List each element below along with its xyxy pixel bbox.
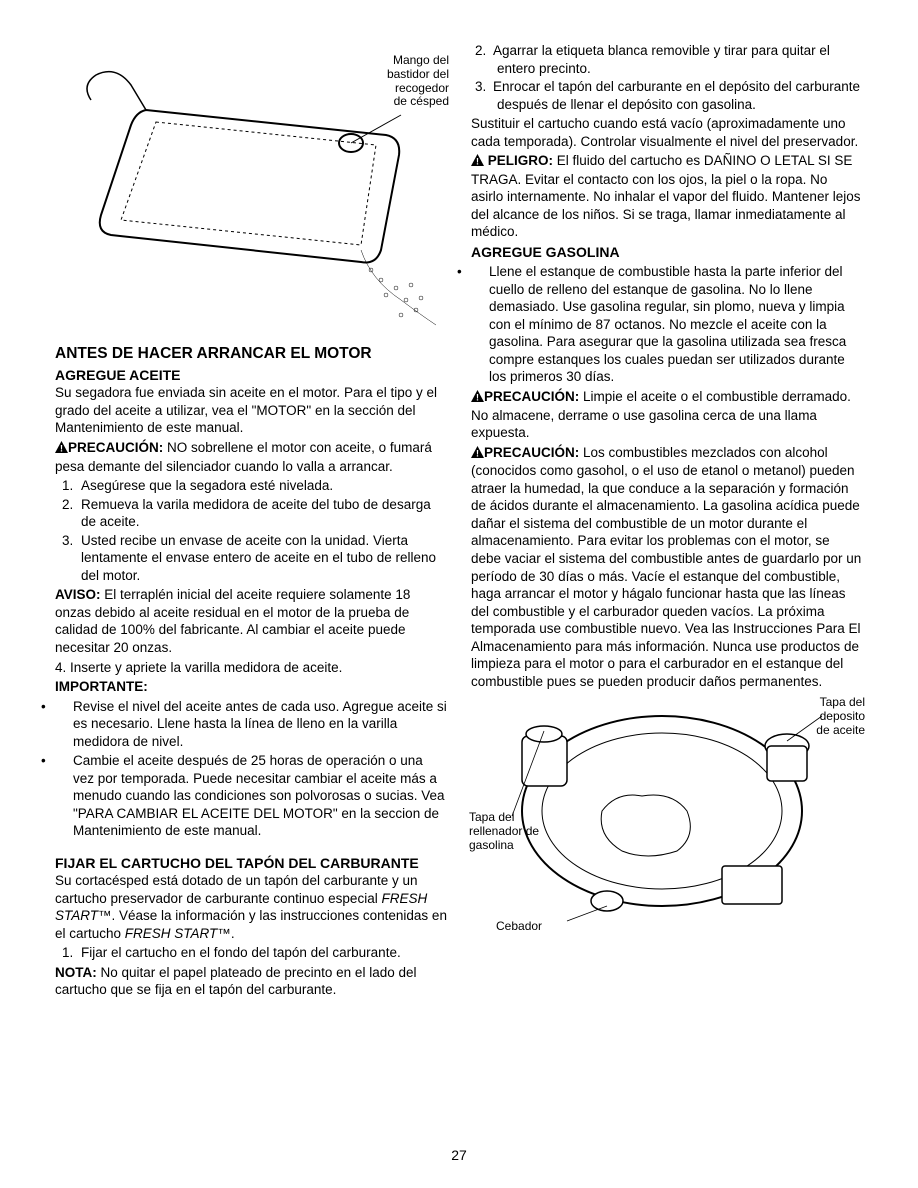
text-run: . Véase la información y las instruccion… — [55, 908, 447, 941]
figure-engine: Tapa deldepositode aceite Tapa delrellen… — [471, 696, 863, 941]
warning-icon: ! — [471, 445, 484, 463]
text-run: . — [231, 926, 235, 941]
peligro-label: PELIGRO: — [484, 153, 553, 168]
figure1-label: Mango delbastidor delrecogedorde césped — [387, 54, 449, 109]
ol-aceite-steps: Asegúrese que la segadora esté nivelada.… — [55, 477, 447, 584]
aviso-label: AVISO: — [55, 587, 101, 602]
left-column: Mango delbastidor delrecogedorde césped … — [55, 40, 447, 1001]
list-item: Asegúrese que la segadora esté nivelada. — [77, 477, 447, 495]
aviso-body: El terraplén inicial del aceite requiere… — [55, 587, 410, 655]
heading-agregue-aceite: AGREGUE ACEITE — [55, 366, 447, 384]
heading-antes-arrancar: ANTES DE HACER ARRANCAR EL MOTOR — [55, 344, 447, 364]
page-number: 27 — [0, 1146, 918, 1164]
heading-agregue-gasolina: AGREGUE GASOLINA — [471, 243, 863, 261]
para-aceite-intro: Su segadora fue enviada sin aceite en el… — [55, 384, 447, 437]
nota-cartucho: NOTA: No quitar el papel plateado de pre… — [55, 964, 447, 999]
para-sustituir: Sustituir el cartucho cuando está vacío … — [471, 115, 863, 150]
list-item: Llene el estanque de combustible hasta l… — [471, 263, 863, 386]
precaucion-body: Los combustibles mezclados con alcohol (… — [471, 445, 861, 689]
importante-label: IMPORTANTE: — [55, 678, 447, 696]
nota-body: No quitar el papel plateado de precinto … — [55, 965, 416, 998]
svg-text:!: ! — [476, 393, 479, 403]
aviso-aceite: AVISO: El terraplén inicial del aceite r… — [55, 586, 447, 656]
precaucion-limpie: !PRECAUCIÓN: Limpie el aceite o el combu… — [471, 388, 863, 442]
peligro-fluido: ! PELIGRO: El fluido del cartucho es DAÑ… — [471, 152, 863, 241]
right-column: Agarrar la etiqueta blanca removible y t… — [471, 40, 863, 1001]
engine-label-oil: Tapa deldepositode aceite — [816, 696, 865, 737]
figure-grass-catcher: Mango delbastidor delrecogedorde césped — [55, 40, 447, 330]
list-item: Revise el nivel del aceite antes de cada… — [55, 698, 447, 751]
engine-label-primer: Cebador — [496, 920, 542, 934]
precaucion-aceite: !PRECAUCIÓN: NO sobrellene el motor con … — [55, 439, 447, 475]
list-item: Enrocar el tapón del carburante en el de… — [493, 78, 863, 113]
ol-cartucho-steps: Fijar el cartucho en el fondo del tapón … — [55, 944, 447, 962]
page-columns: Mango delbastidor delrecogedorde césped … — [55, 40, 863, 1001]
warning-icon: ! — [55, 440, 68, 458]
warning-icon: ! — [471, 153, 484, 171]
svg-text:!: ! — [60, 443, 63, 453]
precaucion-alcohol: ! PRECAUCIÓN: Los combustibles mezclados … — [471, 444, 863, 691]
list-item: Cambie el aceite después de 25 horas de … — [55, 752, 447, 840]
engine-label-gas: Tapa delrellenador degasolina — [469, 811, 539, 852]
ol-carburante-cont: Agarrar la etiqueta blanca removible y t… — [471, 42, 863, 113]
precaucion-label: PRECAUCIÓN: — [484, 389, 579, 404]
text-run: Su cortacésped está dotado de un tapón d… — [55, 873, 418, 906]
list-item: Remueva la varila medidora de aceite del… — [77, 496, 447, 531]
text-run: FRESH START™ — [125, 926, 231, 941]
list-item: Usted recibe un envase de aceite con la … — [77, 532, 447, 585]
heading-cartucho: FIJAR EL CARTUCHO DEL TAPÓN DEL CARBURAN… — [55, 854, 447, 872]
list-item: Fijar el cartucho en el fondo del tapón … — [77, 944, 447, 962]
list-item: Agarrar la etiqueta blanca removible y t… — [493, 42, 863, 77]
warning-icon: ! — [471, 389, 484, 407]
ul-importante: Revise el nivel del aceite antes de cada… — [55, 698, 447, 840]
nota-label: NOTA: — [55, 965, 97, 980]
step-4-varilla: 4. Inserte y apriete la varilla medidora… — [55, 659, 447, 677]
svg-text:!: ! — [476, 157, 479, 167]
ul-gasolina: Llene el estanque de combustible hasta l… — [471, 263, 863, 386]
precaucion-label: PRECAUCIÓN: — [484, 445, 579, 460]
svg-text:!: ! — [476, 448, 479, 458]
para-cartucho: Su cortacésped está dotado de un tapón d… — [55, 872, 447, 942]
precaucion-label: PRECAUCIÓN: — [68, 440, 163, 455]
